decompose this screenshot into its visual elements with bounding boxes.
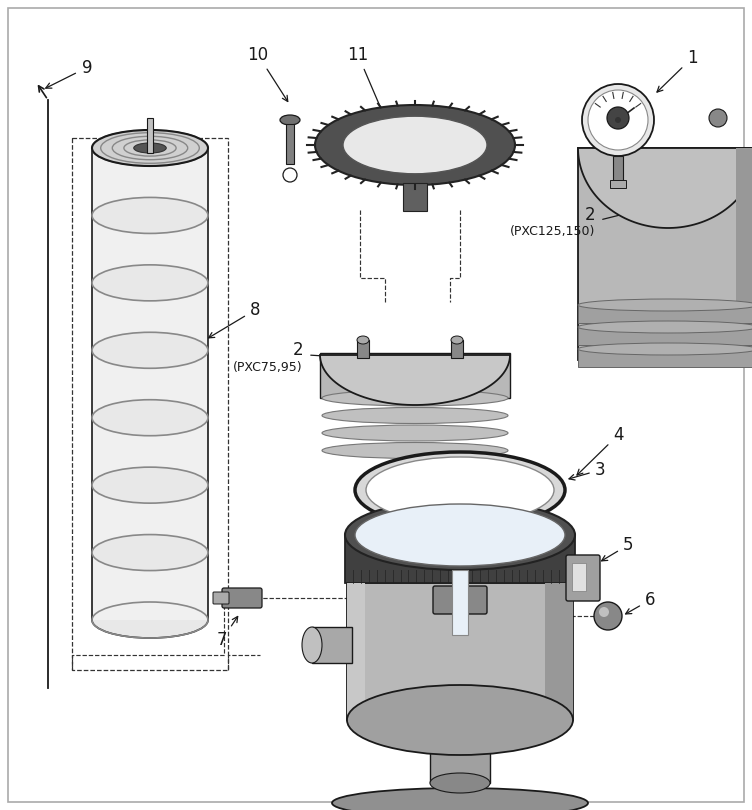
- Ellipse shape: [578, 321, 752, 333]
- Bar: [345, 535, 575, 583]
- Ellipse shape: [347, 685, 573, 755]
- Ellipse shape: [92, 467, 208, 503]
- Circle shape: [607, 107, 629, 129]
- Ellipse shape: [92, 198, 208, 233]
- Bar: [578, 349, 752, 367]
- Text: 6: 6: [626, 591, 655, 614]
- Bar: [578, 148, 752, 360]
- Text: 11: 11: [347, 46, 384, 114]
- Ellipse shape: [92, 130, 208, 166]
- FancyBboxPatch shape: [213, 592, 229, 604]
- Text: 7: 7: [217, 616, 238, 649]
- Bar: [347, 583, 573, 720]
- Text: 5: 5: [602, 536, 633, 561]
- Ellipse shape: [578, 299, 752, 311]
- Ellipse shape: [332, 788, 588, 810]
- Bar: [92, 148, 208, 620]
- Ellipse shape: [92, 265, 208, 301]
- Bar: [147, 118, 153, 153]
- Bar: [572, 563, 586, 591]
- Bar: [403, 183, 427, 211]
- Bar: [72, 138, 228, 670]
- Ellipse shape: [357, 336, 369, 344]
- Ellipse shape: [92, 535, 208, 570]
- Bar: [430, 748, 490, 783]
- Text: 2: 2: [293, 341, 303, 359]
- Ellipse shape: [366, 457, 554, 523]
- Text: 1: 1: [657, 49, 697, 92]
- Bar: [347, 583, 365, 720]
- Polygon shape: [320, 355, 510, 405]
- Ellipse shape: [345, 500, 575, 570]
- Circle shape: [709, 109, 727, 127]
- Ellipse shape: [92, 130, 208, 166]
- Text: 10: 10: [247, 46, 288, 101]
- Bar: [286, 124, 294, 164]
- Text: 8: 8: [208, 301, 260, 338]
- FancyBboxPatch shape: [433, 586, 487, 614]
- Ellipse shape: [302, 627, 322, 663]
- Ellipse shape: [578, 343, 752, 355]
- Polygon shape: [578, 148, 752, 228]
- Ellipse shape: [92, 602, 208, 638]
- Bar: [312, 627, 352, 663]
- Text: 3: 3: [569, 461, 605, 480]
- Bar: [320, 353, 510, 398]
- Bar: [451, 340, 463, 358]
- Ellipse shape: [92, 399, 208, 436]
- Circle shape: [582, 84, 654, 156]
- Ellipse shape: [322, 442, 508, 458]
- Text: (PXC75,95): (PXC75,95): [233, 360, 303, 373]
- Ellipse shape: [134, 143, 166, 153]
- Text: 2: 2: [584, 206, 595, 224]
- Circle shape: [599, 607, 609, 617]
- Ellipse shape: [451, 336, 463, 344]
- Circle shape: [588, 90, 648, 150]
- Bar: [452, 570, 468, 635]
- Ellipse shape: [430, 773, 490, 793]
- Circle shape: [594, 602, 622, 630]
- Ellipse shape: [343, 116, 487, 174]
- Bar: [610, 180, 626, 188]
- Text: (PXC125,150): (PXC125,150): [510, 225, 595, 238]
- Ellipse shape: [355, 452, 565, 528]
- Ellipse shape: [92, 332, 208, 369]
- Bar: [736, 148, 752, 360]
- FancyBboxPatch shape: [566, 555, 600, 601]
- Ellipse shape: [322, 425, 508, 441]
- Circle shape: [615, 117, 621, 123]
- Text: 4: 4: [577, 426, 623, 475]
- Ellipse shape: [322, 390, 508, 406]
- Text: 9: 9: [82, 59, 92, 77]
- FancyBboxPatch shape: [222, 588, 262, 608]
- Bar: [545, 583, 573, 720]
- Ellipse shape: [315, 105, 515, 185]
- Bar: [578, 327, 752, 345]
- Ellipse shape: [355, 504, 565, 566]
- Bar: [578, 305, 752, 323]
- Bar: [613, 156, 623, 184]
- Bar: [357, 340, 369, 358]
- Ellipse shape: [280, 115, 300, 125]
- Ellipse shape: [322, 407, 508, 424]
